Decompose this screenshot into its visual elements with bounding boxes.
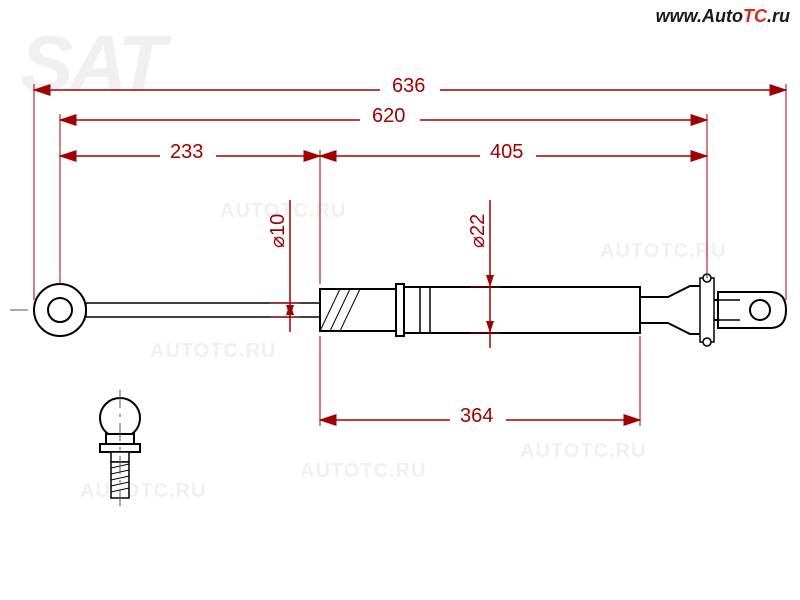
drawing-stage: { "url_parts": {"prefix":"www.","a":"Aut… bbox=[0, 0, 800, 600]
dim-d10-value: ⌀10 bbox=[267, 214, 289, 248]
cylinder-cap bbox=[320, 289, 400, 331]
cylinder-body bbox=[400, 287, 640, 333]
dim-364-value: 364 bbox=[460, 405, 493, 427]
clevis-pin bbox=[700, 278, 714, 342]
dim-overall-value: 636 bbox=[392, 75, 425, 97]
dim-d22-value: ⌀22 bbox=[467, 214, 489, 248]
technical-drawing: 636 620 233 405 364 ⌀10 ⌀22 bbox=[0, 0, 800, 600]
gas-spring-rod bbox=[86, 303, 320, 317]
mount-hole bbox=[750, 300, 770, 320]
dim-405-value: 405 bbox=[490, 141, 523, 163]
dim-233-value: 233 bbox=[170, 141, 203, 163]
dim-620-value: 620 bbox=[372, 105, 405, 127]
cylinder-step bbox=[396, 284, 404, 336]
eye-ring-inner bbox=[48, 298, 72, 322]
